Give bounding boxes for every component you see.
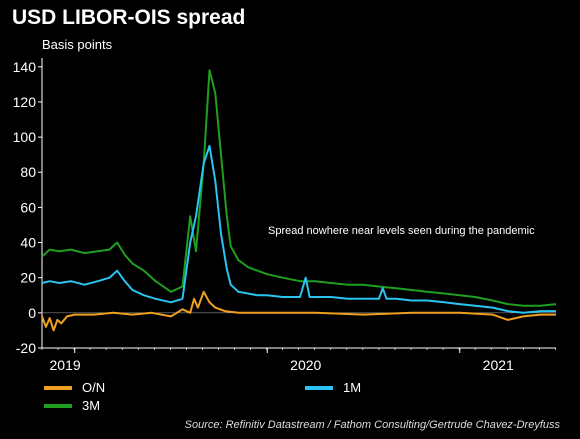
legend-label-3m: 3M: [82, 398, 101, 413]
y-tick-label: -20: [16, 340, 36, 356]
y-tick-label: 100: [13, 129, 37, 145]
legend-swatch-3m: [44, 403, 72, 408]
y-tick-label: 140: [13, 59, 37, 75]
legend-swatch-1m: [305, 385, 333, 390]
legend-item-on: O/N: [44, 380, 105, 395]
legend-swatch-on: [44, 385, 72, 390]
x-tick-label: 2021: [483, 357, 514, 373]
chart-annotation: Spread nowhere near levels seen during t…: [268, 225, 535, 237]
y-tick-label: 60: [20, 199, 36, 215]
x-tick-label: 2019: [50, 357, 81, 373]
source-note: Source: Refinitiv Datastream / Fathom Co…: [184, 419, 560, 431]
series-line-3m: [41, 69, 557, 307]
legend-item-3m: 3M: [44, 398, 100, 413]
chart-title: USD LIBOR-OIS spread: [12, 6, 246, 29]
legend-label-on: O/N: [82, 380, 106, 395]
series-line-on: [41, 290, 556, 332]
y-tick-label: 20: [20, 270, 36, 286]
legend-item-1m: 1M: [305, 380, 361, 395]
chart-subtitle: Basis points: [42, 37, 113, 52]
series-line-1m: [41, 144, 556, 314]
legend-label-1m: 1M: [343, 380, 362, 395]
y-tick-label: 120: [13, 94, 37, 110]
y-tick-label: 40: [20, 235, 36, 251]
y-tick-label: 80: [20, 164, 36, 180]
y-tick-label: 0: [28, 305, 36, 321]
x-tick-label: 2020: [290, 357, 321, 373]
